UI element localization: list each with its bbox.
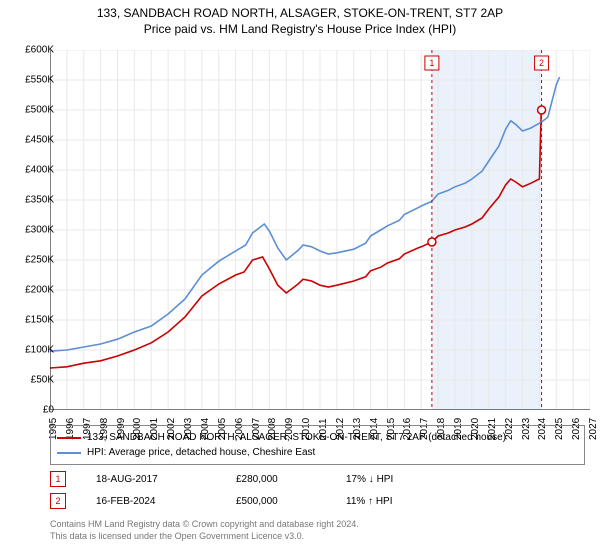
marker-date-2: 16-FEB-2024 xyxy=(96,496,236,507)
chart-title-address: 133, SANDBACH ROAD NORTH, ALSAGER, STOKE… xyxy=(0,6,600,20)
marker-date-1: 18-AUG-2017 xyxy=(96,474,236,485)
marker-row-2: 2 16-FEB-2024 £500,000 11% ↑ HPI xyxy=(50,490,585,512)
y-tick-label: £0 xyxy=(8,405,54,416)
y-tick-label: £450K xyxy=(8,135,54,146)
footer-attribution: Contains HM Land Registry data © Crown c… xyxy=(50,518,359,542)
y-tick-label: £150K xyxy=(8,315,54,326)
legend-label-hpi: HPI: Average price, detached house, Ches… xyxy=(87,445,315,460)
chart-title-subtitle: Price paid vs. HM Land Registry's House … xyxy=(0,22,600,36)
y-tick-label: £500K xyxy=(8,105,54,116)
chart-plot-area: 12 xyxy=(50,50,590,410)
marker-price-2: £500,000 xyxy=(236,496,346,507)
y-tick-label: £600K xyxy=(8,45,54,56)
svg-text:1: 1 xyxy=(429,58,434,68)
y-tick-label: £50K xyxy=(8,375,54,386)
marker-table: 1 18-AUG-2017 £280,000 17% ↓ HPI 2 16-FE… xyxy=(50,468,585,512)
y-tick-label: £300K xyxy=(8,225,54,236)
legend-row-price-paid: 133, SANDBACH ROAD NORTH, ALSAGER, STOKE… xyxy=(57,430,578,445)
legend-row-hpi: HPI: Average price, detached house, Ches… xyxy=(57,445,578,460)
footer-line-2: This data is licensed under the Open Gov… xyxy=(50,530,359,542)
marker-badge-2: 2 xyxy=(50,493,66,509)
y-tick-label: £100K xyxy=(8,345,54,356)
y-tick-label: £400K xyxy=(8,165,54,176)
marker-badge-1: 1 xyxy=(50,471,66,487)
legend-swatch-hpi xyxy=(57,452,81,454)
footer-line-1: Contains HM Land Registry data © Crown c… xyxy=(50,518,359,530)
marker-row-1: 1 18-AUG-2017 £280,000 17% ↓ HPI xyxy=(50,468,585,490)
y-tick-label: £200K xyxy=(8,285,54,296)
y-tick-label: £250K xyxy=(8,255,54,266)
marker-hpi-1: 17% ↓ HPI xyxy=(346,474,466,485)
legend-label-price-paid: 133, SANDBACH ROAD NORTH, ALSAGER, STOKE… xyxy=(87,430,506,445)
x-tick-label: 2027 xyxy=(588,418,599,440)
marker-price-1: £280,000 xyxy=(236,474,346,485)
svg-text:2: 2 xyxy=(539,58,544,68)
legend: 133, SANDBACH ROAD NORTH, ALSAGER, STOKE… xyxy=(50,425,585,465)
y-tick-label: £550K xyxy=(8,75,54,86)
y-tick-label: £350K xyxy=(8,195,54,206)
marker-hpi-2: 11% ↑ HPI xyxy=(346,496,466,507)
legend-swatch-price-paid xyxy=(57,437,81,439)
